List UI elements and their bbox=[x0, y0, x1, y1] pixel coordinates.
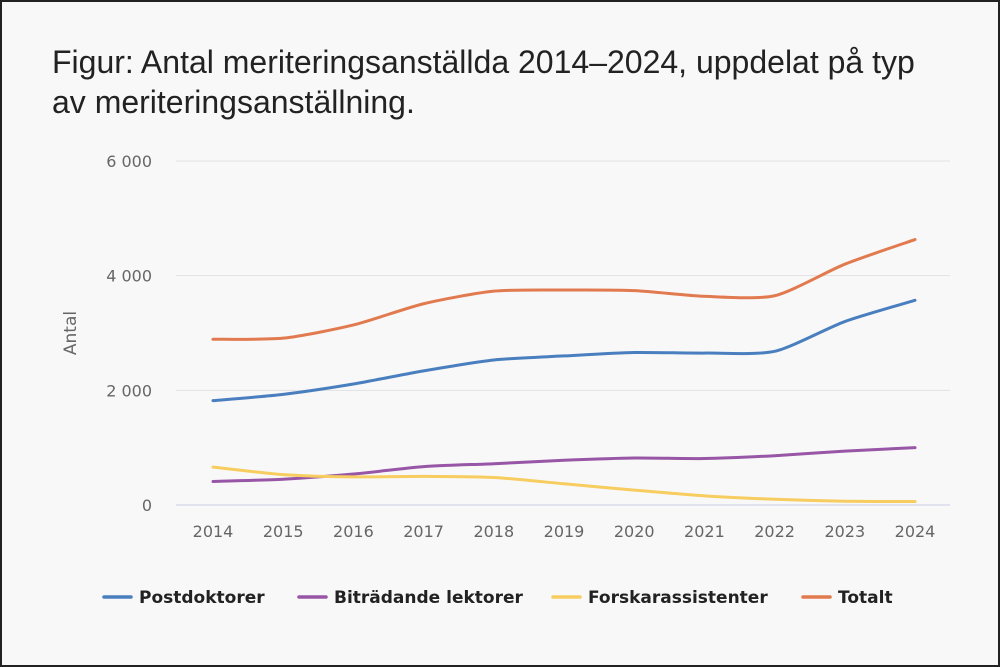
gridlines bbox=[176, 160, 950, 506]
y-axis-ticks: 0 2 000 4 000 6 000 bbox=[106, 152, 152, 515]
y-tick-label: 4 000 bbox=[106, 267, 152, 286]
y-axis-title: Antal bbox=[61, 311, 81, 355]
legend: Postdoktorer Biträdande lektorer Forskaras… bbox=[102, 588, 893, 608]
series-line-forskarassistenter bbox=[211, 465, 917, 504]
x-tick-label: 2018 bbox=[473, 522, 514, 541]
x-tick-label: 2022 bbox=[754, 522, 795, 541]
y-tick-label: 0 bbox=[142, 496, 152, 515]
x-tick-label: 2014 bbox=[193, 522, 234, 541]
x-tick-label: 2019 bbox=[544, 522, 585, 541]
series-line-totalt bbox=[211, 238, 917, 341]
x-tick-label: 2017 bbox=[403, 522, 444, 541]
x-tick-label: 2015 bbox=[263, 522, 304, 541]
legend-label: Forskarassistenter bbox=[588, 588, 768, 608]
x-tick-label: 2024 bbox=[895, 522, 936, 541]
x-tick-label: 2023 bbox=[824, 522, 865, 541]
x-axis-ticks: 2014 2015 2016 2017 2018 2019 2020 2021 2022 2023… bbox=[193, 522, 936, 541]
y-tick-label: 6 000 bbox=[106, 152, 152, 171]
legend-label: Postdoktorer bbox=[139, 588, 265, 608]
legend-label: Biträdande lektorer bbox=[334, 588, 524, 608]
legend-label: Totalt bbox=[838, 588, 893, 608]
series-line-postdoktorer bbox=[211, 298, 917, 403]
x-tick-label: 2020 bbox=[614, 522, 655, 541]
y-tick-label: 2 000 bbox=[106, 381, 152, 400]
x-tick-label: 2021 bbox=[684, 522, 725, 541]
x-tick-label: 2016 bbox=[333, 522, 374, 541]
series-lines bbox=[211, 238, 917, 504]
chart-title: Figur: Antal meriteringsanställda 2014–2… bbox=[52, 44, 915, 120]
